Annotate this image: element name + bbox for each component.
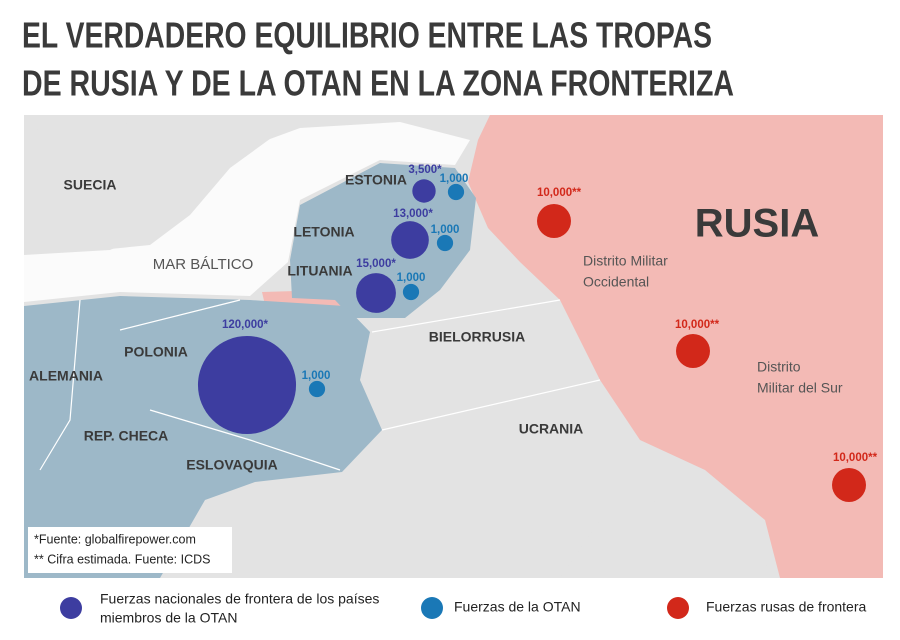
troop-label: 1,000 bbox=[431, 224, 460, 236]
legend: Fuerzas nacionales de frontera de los pa… bbox=[60, 591, 867, 626]
country-label: UCRANIA bbox=[519, 421, 584, 437]
troop-label: 3,500* bbox=[408, 164, 442, 176]
troop-marker bbox=[832, 468, 866, 502]
troop-label: 1,000 bbox=[397, 272, 426, 284]
troop-marker bbox=[356, 273, 396, 313]
troop-marker bbox=[436, 234, 454, 252]
legend-swatch bbox=[421, 597, 443, 619]
troop-label: 1,000 bbox=[440, 173, 469, 185]
legend-label: Fuerzas rusas de frontera bbox=[706, 599, 867, 615]
russia-area bbox=[468, 115, 883, 578]
troop-label: 15,000* bbox=[356, 258, 396, 270]
map-labels: SUECIA ESTONIA LETONIA LITUANIA POLONIA ALEMA… bbox=[29, 172, 843, 473]
markers: 3,500* 13,000* 15,000* 120,000* 1,000 1,000 1,… bbox=[197, 164, 878, 502]
country-label: ALEMANIA bbox=[29, 368, 103, 384]
troop-marker bbox=[308, 380, 326, 398]
country-label: ESLOVAQUIA bbox=[186, 457, 278, 473]
district-label: Distrito bbox=[757, 359, 801, 375]
title-line: DE RUSIA Y DE LA OTAN EN LA ZONA FRONTER… bbox=[22, 63, 734, 104]
district-label: Occidental bbox=[583, 274, 649, 290]
nato-west bbox=[24, 296, 382, 578]
troop-marker bbox=[412, 179, 436, 203]
country-label: POLONIA bbox=[124, 344, 188, 360]
district-label: Militar del Sur bbox=[757, 380, 843, 396]
country-label: ESTONIA bbox=[345, 172, 407, 188]
title-line: EL VERDADERO EQUILIBRIO ENTRE LAS TROPAS bbox=[22, 15, 712, 56]
troop-label: 120,000* bbox=[222, 319, 269, 331]
country-label: BIELORRUSIA bbox=[429, 329, 525, 345]
black-sea-coast bbox=[560, 500, 780, 578]
sea-label: MAR BÁLTICO bbox=[153, 256, 254, 273]
troop-marker bbox=[676, 334, 710, 368]
troop-marker bbox=[391, 221, 429, 259]
sea bbox=[24, 122, 470, 302]
legend-label: Fuerzas de la OTAN bbox=[454, 599, 581, 615]
troop-marker bbox=[402, 283, 420, 301]
troop-marker bbox=[447, 183, 465, 201]
legend-label: miembros de la OTAN bbox=[100, 610, 237, 626]
sweden bbox=[24, 115, 285, 250]
troop-label: 10,000** bbox=[537, 187, 582, 199]
troop-marker bbox=[537, 204, 571, 238]
troop-label: 10,000** bbox=[675, 319, 720, 331]
country-label: LITUANIA bbox=[287, 263, 352, 279]
country-label-large: RUSIA bbox=[695, 202, 819, 246]
border-lines bbox=[39, 299, 601, 471]
country-label: LETONIA bbox=[293, 224, 354, 240]
district-label: Distrito Militar bbox=[583, 253, 668, 269]
country-label: REP. CHECA bbox=[84, 428, 169, 444]
legend-label: Fuerzas nacionales de frontera de los pa… bbox=[100, 591, 379, 607]
legend-swatch bbox=[60, 597, 82, 619]
legend-swatch bbox=[667, 597, 689, 619]
country-label: SUECIA bbox=[64, 177, 117, 193]
note: ** Cifra estimada. Fuente: ICDS bbox=[34, 552, 210, 566]
troop-marker bbox=[197, 335, 297, 435]
baltic-states bbox=[290, 163, 476, 318]
notes-box bbox=[28, 527, 232, 573]
troop-label: 13,000* bbox=[393, 208, 433, 220]
troop-label: 10,000** bbox=[833, 452, 878, 464]
troop-label: 1,000 bbox=[302, 370, 331, 382]
note: *Fuente: globalfirepower.com bbox=[34, 532, 196, 546]
